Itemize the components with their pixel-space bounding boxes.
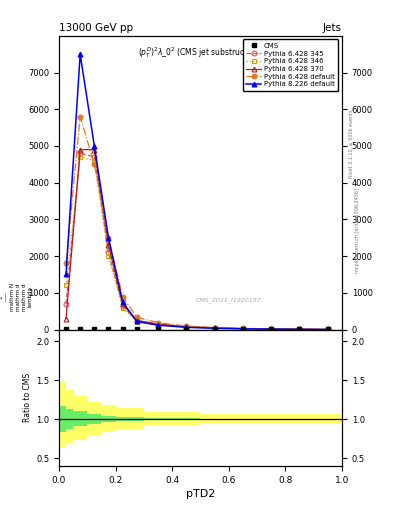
- Pythia 6.428 default: [120, 293, 125, 300]
- CMS: [64, 326, 68, 332]
- Pythia 8.226 default: [241, 326, 245, 332]
- Pythia 6.428 default: [78, 114, 83, 120]
- Pythia 6.428 346: [325, 327, 330, 333]
- Pythia 6.428 default: [241, 326, 245, 332]
- Pythia 6.428 370: [134, 317, 139, 324]
- Line: Pythia 8.226 default: Pythia 8.226 default: [64, 52, 330, 332]
- Pythia 6.428 345: [156, 322, 160, 328]
- Line: Pythia 6.428 370: Pythia 6.428 370: [64, 147, 330, 332]
- Pythia 6.428 345: [241, 326, 245, 332]
- Line: Pythia 6.428 345: Pythia 6.428 345: [64, 151, 330, 332]
- Text: mathrm d
mathrm d pTD2
mathrm d²N

1
——
mathrm N
mathrm d
mathrm d
lambda: mathrm d mathrm d pTD2 mathrm d²N 1 —— m…: [0, 275, 33, 319]
- Pythia 6.428 370: [156, 321, 160, 327]
- Pythia 6.428 346: [120, 305, 125, 311]
- Pythia 6.428 default: [325, 326, 330, 332]
- Pythia 8.226 default: [120, 299, 125, 305]
- Pythia 6.428 345: [297, 326, 302, 332]
- Pythia 6.428 default: [92, 161, 97, 167]
- Pythia 6.428 370: [92, 146, 97, 153]
- CMS: [325, 326, 330, 332]
- CMS: [78, 326, 83, 332]
- Pythia 8.226 default: [325, 327, 330, 333]
- Legend: CMS, Pythia 6.428 345, Pythia 6.428 346, Pythia 6.428 370, Pythia 6.428 default,: CMS, Pythia 6.428 345, Pythia 6.428 346,…: [242, 39, 338, 91]
- Pythia 8.226 default: [156, 322, 160, 328]
- CMS: [106, 326, 111, 332]
- Pythia 8.226 default: [212, 325, 217, 331]
- Pythia 8.226 default: [184, 324, 189, 330]
- Line: CMS: CMS: [64, 327, 330, 331]
- Pythia 8.226 default: [269, 326, 274, 332]
- Pythia 6.428 default: [156, 319, 160, 326]
- Pythia 6.428 370: [184, 324, 189, 330]
- Pythia 6.428 370: [64, 315, 68, 322]
- Pythia 6.428 345: [120, 303, 125, 309]
- Pythia 6.428 346: [78, 154, 83, 160]
- Pythia 6.428 default: [106, 234, 111, 241]
- Pythia 6.428 default: [212, 325, 217, 331]
- Pythia 6.428 default: [297, 326, 302, 332]
- Text: 13000 GeV pp: 13000 GeV pp: [59, 23, 133, 33]
- Text: Jets: Jets: [323, 23, 342, 33]
- Text: CMS_2021_I1920187: CMS_2021_I1920187: [196, 297, 262, 303]
- Pythia 6.428 345: [212, 325, 217, 331]
- Text: $(p_T^D)^2\lambda\_0^2$ (CMS jet substructure): $(p_T^D)^2\lambda\_0^2$ (CMS jet substru…: [138, 45, 263, 59]
- Pythia 6.428 346: [64, 283, 68, 289]
- Pythia 6.428 370: [212, 325, 217, 331]
- Pythia 8.226 default: [64, 271, 68, 278]
- CMS: [297, 326, 302, 332]
- Text: mcplots.cern.ch [arXiv:1306.3436]: mcplots.cern.ch [arXiv:1306.3436]: [355, 188, 360, 273]
- Pythia 6.428 346: [297, 326, 302, 332]
- Pythia 6.428 345: [184, 324, 189, 330]
- Pythia 6.428 346: [134, 319, 139, 325]
- Pythia 6.428 345: [134, 318, 139, 324]
- Pythia 6.428 345: [106, 249, 111, 255]
- Pythia 6.428 370: [241, 326, 245, 332]
- Pythia 6.428 370: [120, 301, 125, 307]
- Pythia 6.428 default: [269, 326, 274, 332]
- Pythia 6.428 default: [64, 261, 68, 267]
- Pythia 6.428 345: [325, 326, 330, 332]
- Text: Rivet 3.1.10, ≥ 500k events: Rivet 3.1.10, ≥ 500k events: [349, 109, 354, 178]
- CMS: [156, 326, 160, 332]
- Pythia 6.428 370: [78, 146, 83, 153]
- Pythia 6.428 370: [269, 326, 274, 332]
- CMS: [184, 326, 189, 332]
- Pythia 6.428 346: [241, 326, 245, 332]
- Pythia 6.428 345: [92, 154, 97, 160]
- Pythia 6.428 345: [64, 301, 68, 307]
- Pythia 6.428 345: [78, 150, 83, 156]
- Pythia 6.428 default: [134, 314, 139, 321]
- X-axis label: pTD2: pTD2: [186, 489, 215, 499]
- Pythia 6.428 346: [212, 325, 217, 331]
- Pythia 8.226 default: [106, 234, 111, 241]
- Pythia 6.428 default: [184, 323, 189, 329]
- CMS: [241, 326, 245, 332]
- Pythia 8.226 default: [134, 318, 139, 325]
- CMS: [212, 326, 217, 332]
- Pythia 6.428 370: [106, 242, 111, 248]
- Pythia 6.428 370: [297, 326, 302, 332]
- CMS: [92, 326, 97, 332]
- Pythia 6.428 346: [269, 326, 274, 332]
- CMS: [269, 326, 274, 332]
- Line: Pythia 6.428 default: Pythia 6.428 default: [64, 114, 330, 332]
- Pythia 6.428 346: [92, 158, 97, 164]
- Pythia 8.226 default: [92, 143, 97, 149]
- Y-axis label: Ratio to CMS: Ratio to CMS: [23, 373, 32, 422]
- Pythia 6.428 346: [106, 253, 111, 259]
- CMS: [134, 326, 139, 332]
- Pythia 6.428 345: [269, 326, 274, 332]
- Pythia 8.226 default: [297, 326, 302, 332]
- Pythia 6.428 346: [184, 324, 189, 330]
- Pythia 6.428 346: [156, 322, 160, 328]
- Line: Pythia 6.428 346: Pythia 6.428 346: [64, 155, 330, 332]
- Pythia 6.428 370: [325, 326, 330, 332]
- Pythia 8.226 default: [78, 51, 83, 57]
- CMS: [120, 326, 125, 332]
